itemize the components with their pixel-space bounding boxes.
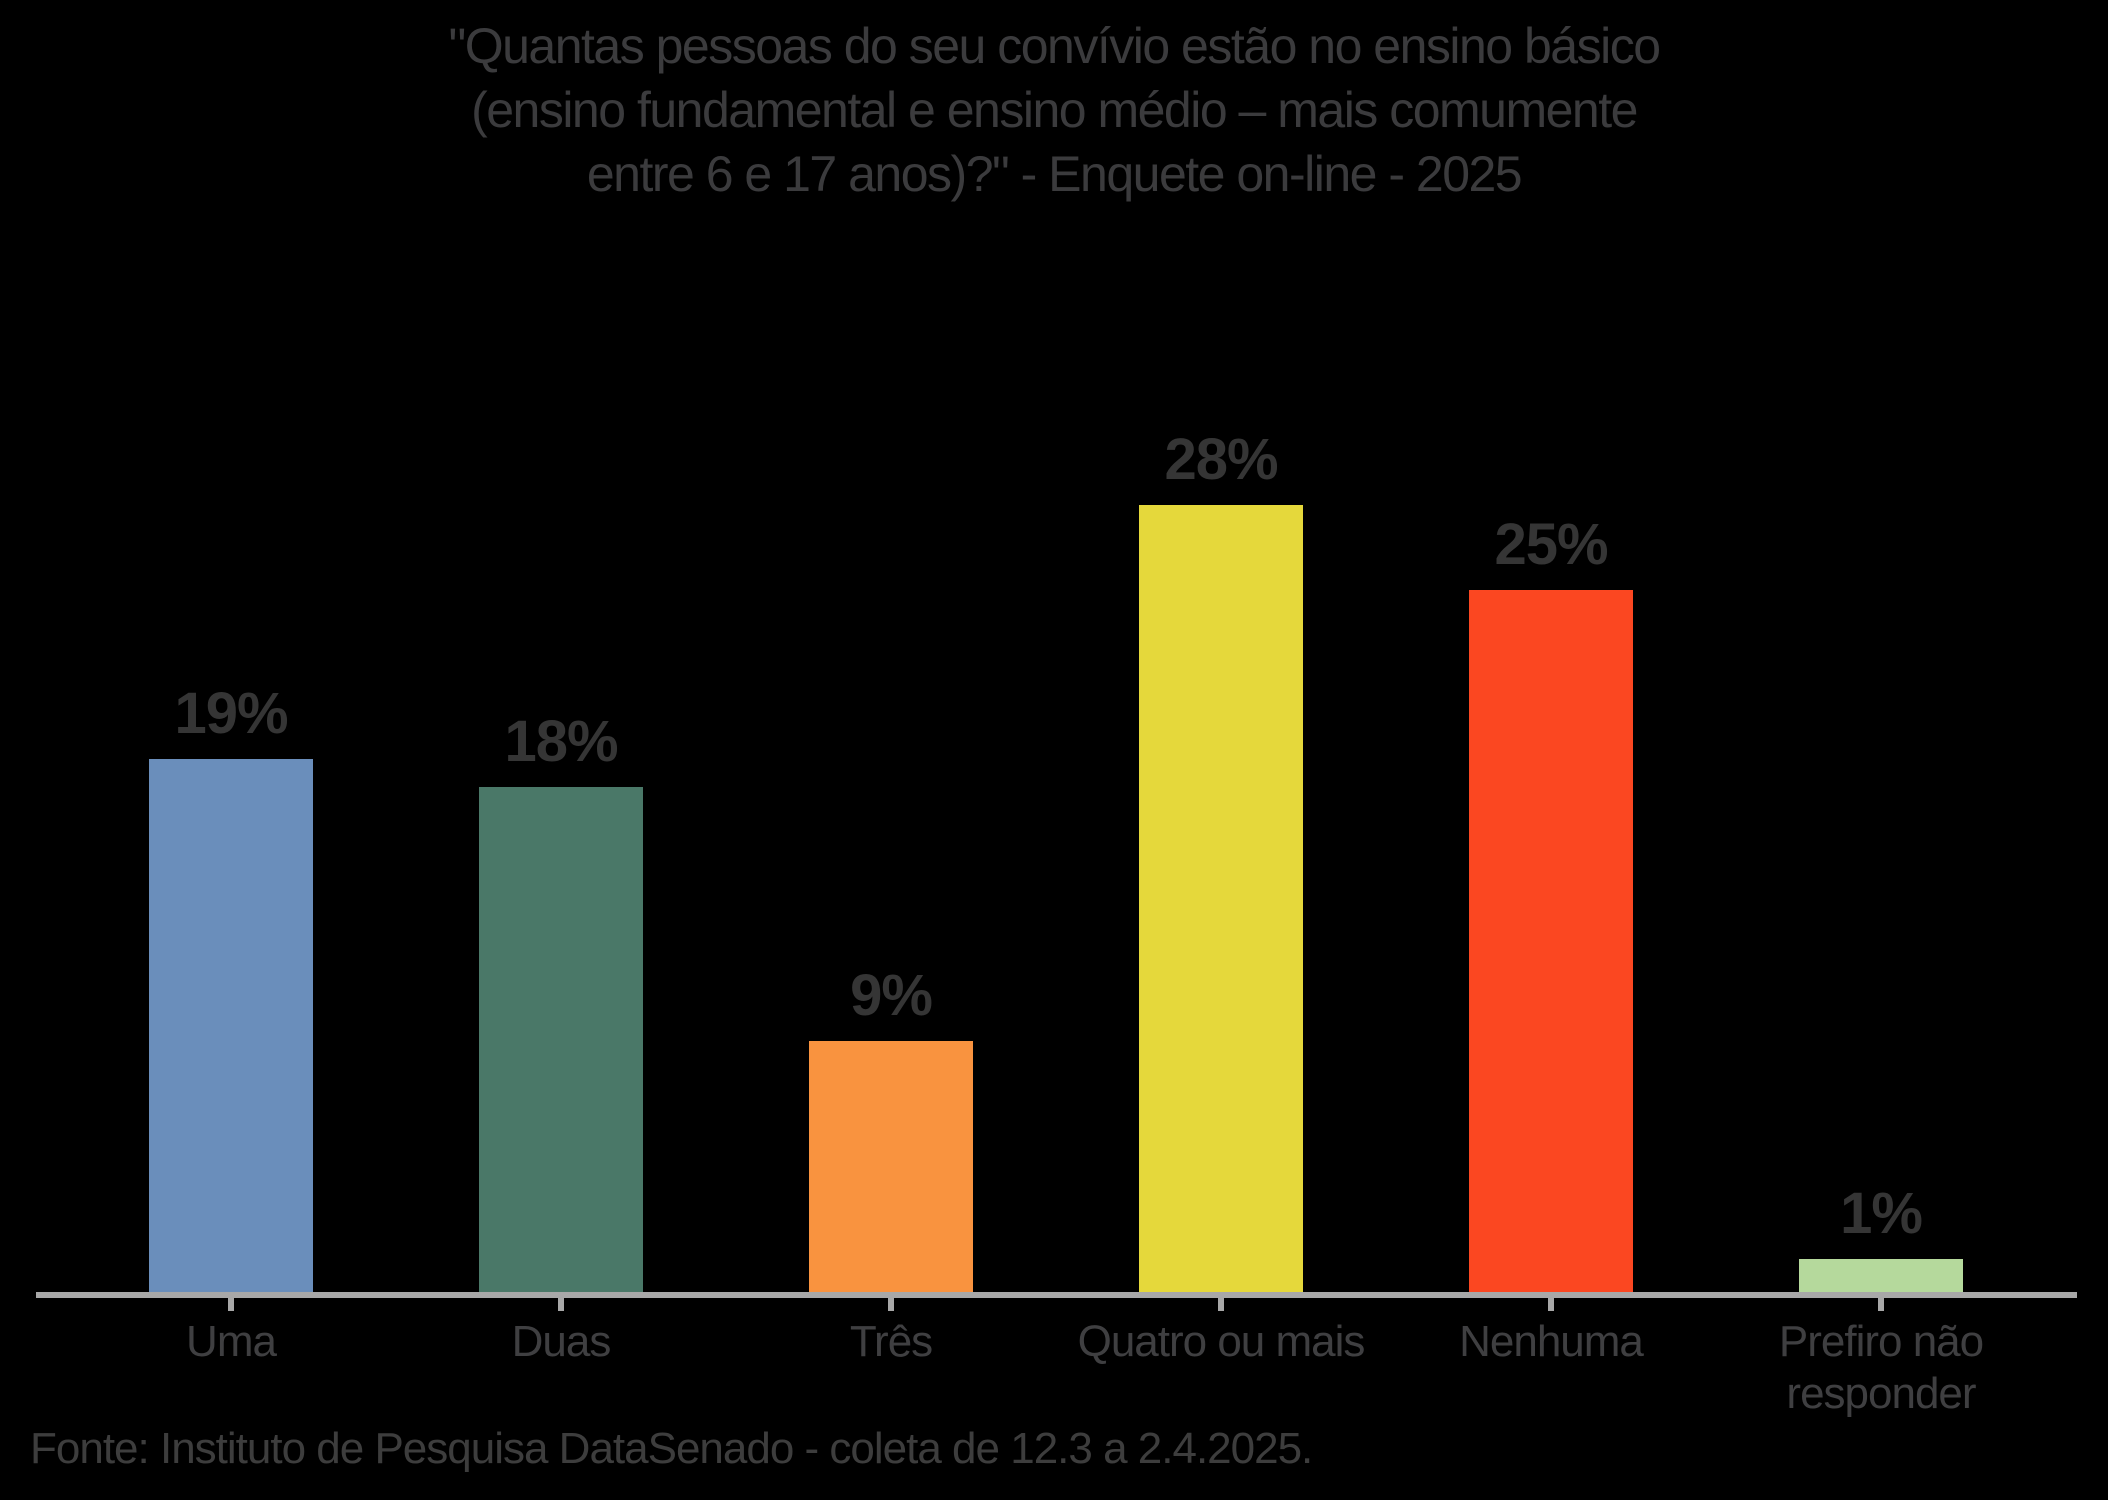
category-slot-quatro-ou-mais: Quatro ou mais bbox=[1056, 1298, 1386, 1368]
bar-nenhuma bbox=[1469, 590, 1633, 1295]
value-label-quatro-ou-mais: 28% bbox=[1164, 427, 1278, 493]
value-label-nenhuma: 25% bbox=[1494, 512, 1608, 577]
bar-slot-nenhuma: 25% bbox=[1386, 360, 1716, 1295]
category-labels-row: Uma Duas Três Quatro ou mais Nenhuma Prefiro … bbox=[66, 1298, 2046, 1420]
value-label-duas: 18% bbox=[504, 709, 618, 775]
category-slot-nenhuma: Nenhuma bbox=[1386, 1298, 1716, 1368]
bar-slot-quatro-ou-mais: 28% bbox=[1056, 360, 1386, 1295]
bar-slot-tres: 9% bbox=[726, 360, 1056, 1295]
bar-duas bbox=[479, 787, 643, 1295]
chart-title-line-3: entre 6 e 17 anos)?" - Enquete on-line -… bbox=[586, 146, 1523, 202]
chart-title-line-2: (ensino fundamental e ensino médio – mai… bbox=[471, 82, 1638, 138]
axis-tick-uma bbox=[228, 1298, 234, 1311]
axis-tick-nenhuma bbox=[1548, 1298, 1554, 1311]
axis-tick-duas bbox=[558, 1298, 564, 1311]
value-label-uma: 19% bbox=[174, 681, 288, 747]
category-slot-tres: Três bbox=[726, 1298, 1056, 1368]
category-label-duas: Duas bbox=[511, 1317, 612, 1366]
bar-slot-uma: 19% bbox=[66, 360, 396, 1295]
axis-tick-quatro-ou-mais bbox=[1218, 1298, 1224, 1311]
bar-quatro-ou-mais bbox=[1139, 505, 1303, 1295]
bar-prefiro-nao-responder bbox=[1799, 1259, 1963, 1295]
category-label-quatro-ou-mais: Quatro ou mais bbox=[1077, 1317, 1366, 1366]
bar-tres bbox=[809, 1041, 973, 1295]
value-label-prefiro-nao-responder: 1% bbox=[1840, 1181, 1923, 1246]
axis-tick-prefiro-nao-responder bbox=[1878, 1298, 1884, 1311]
category-slot-duas: Duas bbox=[396, 1298, 726, 1368]
category-label-uma: Uma bbox=[186, 1317, 277, 1366]
category-label-tres: Três bbox=[849, 1317, 933, 1366]
chart-title: "Quantas pessoas do seu convívio estão n… bbox=[0, 14, 2108, 206]
category-slot-prefiro-nao-responder: Prefiro não responder bbox=[1716, 1298, 2046, 1420]
bar-uma bbox=[149, 759, 313, 1295]
bars-row: 19% 18% 9% 28% 25% 1% bbox=[66, 360, 2046, 1295]
value-label-tres: 9% bbox=[850, 963, 933, 1029]
x-axis-line bbox=[36, 1292, 2077, 1298]
category-slot-uma: Uma bbox=[66, 1298, 396, 1368]
bar-slot-prefiro-nao-responder: 1% bbox=[1716, 360, 2046, 1295]
bar-slot-duas: 18% bbox=[396, 360, 726, 1295]
axis-tick-tres bbox=[888, 1298, 894, 1311]
category-label-nenhuma: Nenhuma bbox=[1459, 1317, 1644, 1366]
category-label-prefiro-nao-responder: Prefiro não responder bbox=[1778, 1317, 1984, 1418]
chart-title-line-1: "Quantas pessoas do seu convívio estão n… bbox=[448, 18, 1661, 74]
source-note: Fonte: Instituto de Pesquisa DataSenado … bbox=[30, 1424, 1313, 1473]
